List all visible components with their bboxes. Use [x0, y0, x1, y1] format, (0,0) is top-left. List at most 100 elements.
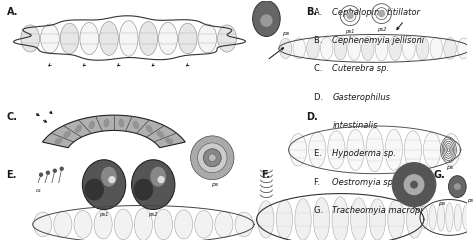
Ellipse shape — [307, 38, 319, 59]
Ellipse shape — [100, 21, 118, 55]
Circle shape — [347, 13, 353, 19]
Ellipse shape — [139, 21, 158, 55]
Ellipse shape — [165, 138, 173, 145]
Polygon shape — [43, 115, 185, 148]
Ellipse shape — [388, 200, 404, 239]
Text: A.: A. — [7, 7, 18, 17]
Ellipse shape — [89, 121, 95, 129]
Ellipse shape — [389, 36, 401, 60]
Ellipse shape — [420, 206, 428, 229]
Ellipse shape — [443, 134, 460, 166]
Ellipse shape — [287, 124, 463, 176]
Ellipse shape — [463, 205, 470, 230]
Text: E.: E. — [7, 170, 17, 180]
Ellipse shape — [195, 211, 213, 238]
Text: G.: G. — [434, 170, 446, 180]
Ellipse shape — [416, 37, 429, 60]
Ellipse shape — [362, 36, 374, 60]
Text: C.: C. — [7, 112, 18, 122]
Ellipse shape — [101, 167, 117, 187]
Ellipse shape — [157, 131, 164, 138]
Text: F.: F. — [314, 178, 323, 187]
Ellipse shape — [54, 211, 72, 237]
Ellipse shape — [334, 37, 346, 60]
Text: ps: ps — [282, 31, 290, 35]
Text: Cuterebra sp.: Cuterebra sp. — [332, 64, 390, 74]
Ellipse shape — [174, 210, 193, 239]
Text: A.: A. — [314, 8, 325, 17]
Ellipse shape — [404, 131, 421, 169]
Circle shape — [379, 11, 384, 17]
Circle shape — [158, 177, 164, 183]
Ellipse shape — [375, 36, 388, 61]
Ellipse shape — [75, 125, 82, 133]
Circle shape — [60, 167, 63, 170]
Ellipse shape — [276, 200, 292, 239]
Ellipse shape — [277, 33, 473, 64]
Text: B.: B. — [306, 7, 317, 17]
Ellipse shape — [134, 179, 153, 201]
Ellipse shape — [150, 167, 166, 187]
Ellipse shape — [80, 22, 99, 54]
Ellipse shape — [454, 183, 461, 190]
Ellipse shape — [309, 132, 326, 167]
Ellipse shape — [423, 132, 441, 167]
Text: D.: D. — [306, 112, 318, 122]
Ellipse shape — [31, 203, 256, 241]
Ellipse shape — [21, 25, 39, 52]
Ellipse shape — [402, 37, 415, 60]
Ellipse shape — [260, 14, 273, 27]
Ellipse shape — [369, 199, 385, 240]
Ellipse shape — [429, 205, 436, 230]
Text: ps: ps — [467, 198, 474, 202]
Text: ps: ps — [438, 201, 445, 206]
Ellipse shape — [134, 208, 153, 241]
Ellipse shape — [418, 198, 474, 237]
Ellipse shape — [448, 176, 466, 198]
Ellipse shape — [313, 198, 330, 241]
Circle shape — [109, 177, 115, 183]
Ellipse shape — [438, 204, 445, 231]
Ellipse shape — [348, 37, 360, 60]
Circle shape — [392, 163, 436, 207]
Ellipse shape — [258, 201, 274, 238]
Ellipse shape — [132, 160, 175, 209]
Ellipse shape — [178, 23, 197, 54]
Ellipse shape — [255, 192, 426, 241]
Ellipse shape — [406, 201, 423, 238]
Circle shape — [191, 136, 234, 180]
Ellipse shape — [446, 203, 453, 232]
Ellipse shape — [146, 125, 153, 133]
Ellipse shape — [347, 129, 364, 170]
Ellipse shape — [430, 37, 443, 60]
Text: Cephalopina titillator: Cephalopina titillator — [332, 8, 420, 17]
Text: B.: B. — [314, 36, 325, 45]
Ellipse shape — [119, 21, 138, 56]
Text: intestinalis: intestinalis — [333, 121, 378, 130]
Ellipse shape — [118, 119, 124, 127]
Ellipse shape — [320, 37, 333, 60]
Ellipse shape — [253, 1, 280, 36]
Text: ps2: ps2 — [148, 213, 158, 217]
Text: Oestromyia sp.: Oestromyia sp. — [332, 178, 396, 187]
Text: ps: ps — [210, 182, 218, 187]
Ellipse shape — [218, 25, 237, 52]
Text: Hypoderma sp.: Hypoderma sp. — [332, 149, 396, 158]
Ellipse shape — [41, 24, 59, 53]
Ellipse shape — [18, 15, 239, 62]
Text: Gasterophilus: Gasterophilus — [332, 93, 391, 102]
Circle shape — [198, 143, 227, 173]
Ellipse shape — [457, 38, 470, 59]
Ellipse shape — [290, 134, 307, 166]
Ellipse shape — [471, 206, 474, 229]
Circle shape — [209, 154, 216, 162]
Text: D.: D. — [314, 93, 326, 102]
Ellipse shape — [133, 121, 139, 129]
Ellipse shape — [114, 209, 132, 240]
Ellipse shape — [385, 129, 402, 170]
Text: Cephenemyia jellisoni: Cephenemyia jellisoni — [332, 36, 425, 45]
Ellipse shape — [279, 38, 292, 59]
Ellipse shape — [332, 197, 348, 241]
Text: F.: F. — [262, 170, 271, 180]
Text: ps1: ps1 — [346, 28, 355, 33]
